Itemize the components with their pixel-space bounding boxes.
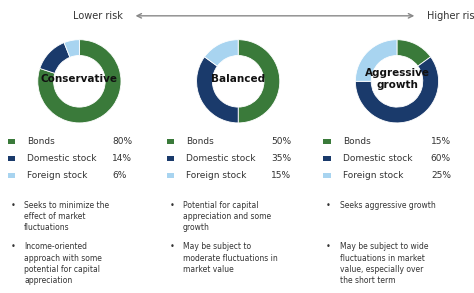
Text: •: • (326, 243, 331, 251)
Text: •: • (170, 243, 174, 251)
Wedge shape (356, 57, 438, 123)
Text: •: • (170, 201, 174, 209)
Text: 50%: 50% (271, 137, 291, 146)
Text: Foreign stock: Foreign stock (186, 171, 246, 180)
FancyBboxPatch shape (8, 156, 15, 161)
Text: 14%: 14% (112, 154, 132, 163)
Text: •: • (11, 201, 16, 209)
Wedge shape (40, 42, 70, 73)
Text: Income-oriented
approach with some
potential for capital
appreciation: Income-oriented approach with some poten… (24, 243, 102, 285)
Text: •: • (11, 243, 16, 251)
FancyBboxPatch shape (8, 173, 15, 178)
Text: Potential for capital
appreciation and some
growth: Potential for capital appreciation and s… (183, 201, 271, 232)
FancyBboxPatch shape (166, 173, 174, 178)
Text: Conservative: Conservative (41, 74, 118, 84)
Text: Domestic stock: Domestic stock (186, 154, 255, 163)
Wedge shape (197, 57, 238, 123)
Wedge shape (38, 40, 121, 123)
Wedge shape (356, 40, 397, 81)
Text: Bonds: Bonds (186, 137, 214, 146)
Text: •: • (326, 201, 331, 209)
Text: 15%: 15% (431, 137, 451, 146)
Text: Foreign stock: Foreign stock (27, 171, 88, 180)
Text: 80%: 80% (112, 137, 132, 146)
Text: 15%: 15% (271, 171, 291, 180)
FancyBboxPatch shape (323, 156, 331, 161)
Text: 35%: 35% (271, 154, 291, 163)
Text: Lower risk: Lower risk (73, 11, 123, 21)
FancyBboxPatch shape (323, 173, 331, 178)
Text: May be subject to wide
fluctuations in market
value, especially over
the short t: May be subject to wide fluctuations in m… (340, 243, 428, 285)
Text: 6%: 6% (112, 171, 127, 180)
Text: Domestic stock: Domestic stock (27, 154, 97, 163)
Text: 60%: 60% (431, 154, 451, 163)
Text: Bonds: Bonds (27, 137, 55, 146)
Text: May be subject to
moderate fluctuations in
market value: May be subject to moderate fluctuations … (183, 243, 278, 274)
FancyBboxPatch shape (166, 156, 174, 161)
Wedge shape (204, 40, 238, 66)
Text: Aggressive
growth: Aggressive growth (365, 69, 429, 90)
Text: Seeks to minimize the
effect of market
fluctuations: Seeks to minimize the effect of market f… (24, 201, 109, 232)
Text: 25%: 25% (431, 171, 451, 180)
FancyBboxPatch shape (323, 139, 331, 144)
Wedge shape (397, 40, 431, 66)
FancyBboxPatch shape (8, 139, 15, 144)
Text: Bonds: Bonds (343, 137, 371, 146)
Text: Domestic stock: Domestic stock (343, 154, 412, 163)
Text: Higher risk: Higher risk (427, 11, 474, 21)
Text: Foreign stock: Foreign stock (343, 171, 403, 180)
Wedge shape (64, 40, 80, 57)
FancyBboxPatch shape (166, 139, 174, 144)
Wedge shape (238, 40, 280, 123)
Text: Seeks aggressive growth: Seeks aggressive growth (340, 201, 436, 209)
Text: Balanced: Balanced (211, 74, 265, 84)
